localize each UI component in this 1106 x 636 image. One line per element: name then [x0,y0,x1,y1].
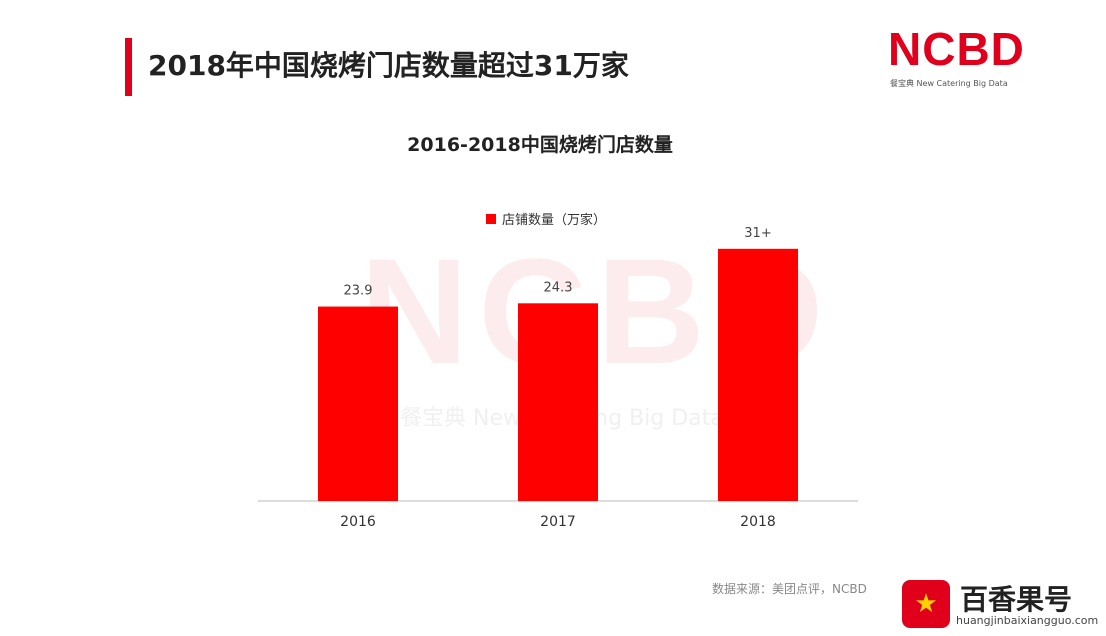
logo-subtitle: 餐宝典 New Catering Big Data [890,79,1008,88]
ncbd-logo: NCBD 餐宝典 New Catering Big Data [888,22,1024,92]
legend-swatch [486,214,496,224]
slide-title: 2018年中国烧烤门店数量超过31万家 [148,49,629,82]
corner-brand-title: 百香果号 [960,583,1073,616]
corner-brand-url: huangjinbaixiangguo.com [956,614,1099,627]
bar-2018 [718,248,798,501]
x-tick-label-2018: 2018 [740,514,776,530]
star-icon: ★ [914,589,938,619]
bar-2017 [518,303,598,501]
data-source: 数据来源：美团点评，NCBD [712,582,867,596]
x-tick-label-2016: 2016 [340,514,376,530]
brand-logo: ★ [902,580,950,628]
x-tick-label-2017: 2017 [540,514,576,530]
logo-text: NCBD [888,23,1025,75]
data-label-2018: 31+ [744,226,771,241]
corner-brand: ★ 百香果号 huangjinbaixiangguo.com [898,576,1098,632]
legend-label: 店铺数量（万家） [502,212,606,228]
data-label-2016: 23.9 [344,284,373,299]
data-label-2017: 24.3 [544,280,573,295]
chart-title: 2016-2018中国烧烤门店数量 [407,133,673,156]
bar-2016 [318,306,398,501]
title-accent-bar [125,38,132,96]
